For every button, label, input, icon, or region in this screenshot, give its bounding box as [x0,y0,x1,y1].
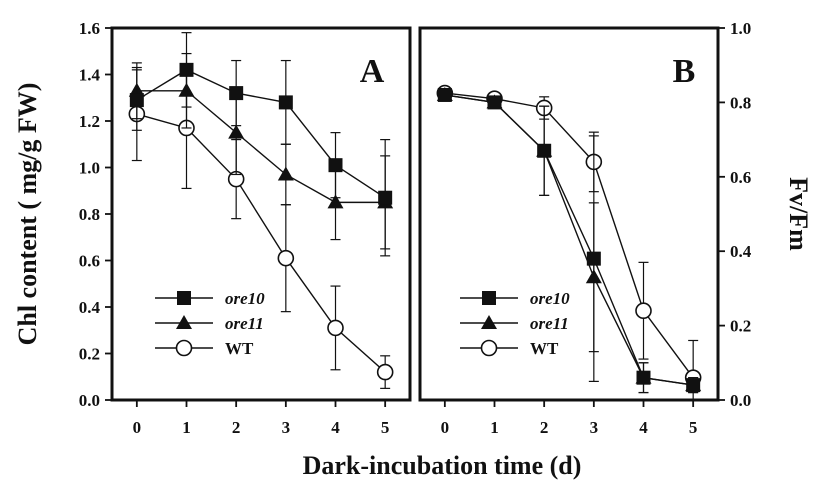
legend-marker [175,339,193,357]
y-tick-label: 0.4 [730,242,752,261]
y-tick-label: 0.6 [79,252,100,271]
panel-label: B [673,53,696,90]
data-point [328,158,343,173]
panel-a: 0.0 0.2 0.4 0.6 0.8 1.0 1.2 1.4 1.6 0 1 2 3 4 5 Chl con… [13,19,412,437]
legend-marker [176,315,192,329]
x-tick-label: 0 [133,418,142,437]
y-tick-label: 0.4 [79,298,101,317]
x-tick-label: 5 [689,418,698,437]
data-point [179,62,194,77]
x-tick-label: 5 [381,418,390,437]
data-point [635,302,652,320]
data-point [487,95,502,110]
data-point [378,190,393,205]
legend-label: ore11 [225,314,264,333]
data-point [129,93,144,108]
data-point [636,370,651,385]
series-line [444,92,694,379]
y-tick-label: 0.0 [730,391,751,410]
x-tick-label: 2 [232,418,241,437]
y-tick-label: 0.0 [79,391,100,410]
x-tick-label: 3 [282,418,291,437]
legend-marker [480,339,498,357]
series-line [136,90,386,204]
series-ore10 [437,87,701,394]
x-axis-title: Dark-incubation time (d) [303,451,582,480]
legend-label: ore10 [225,289,265,308]
x-tick-label: 3 [590,418,599,437]
y-axis-title: Fv/Fm [784,177,813,251]
x-tick-label: 0 [441,418,450,437]
y-axis-title: Chl content ( mg/g FW) [13,83,42,346]
data-point [586,251,601,266]
y-tick-label: 1.0 [79,159,100,178]
data-point [277,249,295,267]
y-tick-label: 1.6 [79,19,100,38]
legend-marker [177,291,191,305]
legend-label: ore11 [530,314,569,333]
series-ore11 [436,86,702,394]
y-tick-label: 1.2 [79,112,100,131]
series-line [444,94,694,386]
x-tick-label: 4 [331,418,340,437]
legend-marker [481,315,497,329]
plot-frame [418,26,720,402]
data-point [228,124,245,139]
legend: ore10 ore11 WT [155,289,265,358]
panel-label: A [360,53,385,90]
x-tick-label: 1 [490,418,499,437]
series-wt [436,84,702,401]
data-point [277,166,294,181]
series-ore10 [129,32,393,257]
y-tick-label: 0.8 [79,205,100,224]
y-tick-label: 0.6 [730,168,751,187]
y-tick-label: 1.0 [730,19,751,38]
data-point [278,95,293,110]
data-point [376,363,394,381]
legend-label: ore10 [530,289,570,308]
data-point [327,194,344,209]
legend-marker [482,291,496,305]
y-tick-label: 0.2 [730,317,751,336]
series-wt [128,66,394,389]
x-tick-label: 2 [540,418,549,437]
series-line [136,113,386,373]
y-tick-label: 1.4 [79,66,101,85]
data-point [437,87,452,102]
legend: ore10 ore11 WT [460,289,570,358]
legend-label: WT [530,339,559,358]
x-tick-label: 1 [182,418,191,437]
legend-label: WT [225,339,254,358]
data-point [537,143,552,158]
y-tick-label: 0.8 [730,93,751,112]
series-line [136,69,386,199]
series-line [444,94,694,386]
y-tick-label: 0.2 [79,345,100,364]
data-point [686,378,701,393]
data-point [229,86,244,101]
x-tick-label: 4 [639,418,648,437]
data-point [327,319,344,337]
